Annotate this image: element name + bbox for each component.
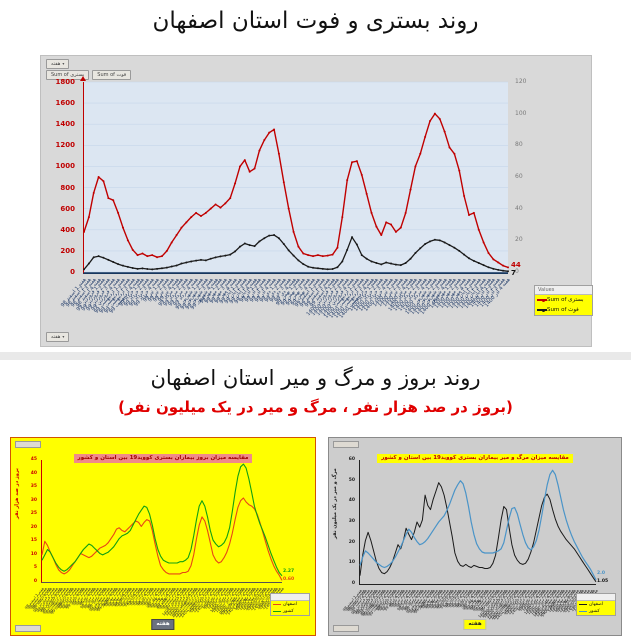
y-axis-title: مرگ و میر در یک میلیون نفر	[332, 468, 338, 539]
legend-header	[271, 594, 309, 601]
mortality-chart-card: مقایسه میزان مرگ و میر بیماران بستری کوو…	[328, 437, 622, 636]
country-end-value: 2.0	[597, 571, 605, 576]
x-axis-week-labels: هفته 1 اسفند 98 هفته 2 اسفند 98 هفته 3 اسف…	[23, 586, 285, 619]
value-field-button-hospitalized[interactable]: Sum of بستری	[46, 70, 90, 80]
x-axis-week-labels: هفته 1 اسفند 98 هفته 2 اسفند 98 هفته 3 اسف…	[341, 588, 598, 621]
hospitalization-death-chart-panel: هفته ▾ Sum of بستری Sum of فوت 1800 1600 14…	[40, 55, 593, 347]
legend-item-hospitalized: Sum of بستری	[535, 295, 592, 305]
dropdown-arrow-icon: ▾	[62, 334, 65, 339]
axis-arrow-icon	[80, 76, 86, 81]
legend-line-icon	[273, 603, 281, 606]
field-button[interactable]	[15, 441, 41, 448]
chart-title: مقایسه میزان مرگ و میر بیماران بستری کوو…	[329, 444, 621, 464]
x-axis-week-labels: هفته 1 اسفند 98 هفته 2 اسفند 98 هفته 3 اسف…	[59, 277, 512, 320]
value-field-button-death[interactable]: Sum of فوت	[92, 70, 132, 80]
legend-marker-icon	[542, 308, 545, 312]
legend-header	[577, 594, 615, 601]
legend-label: Sum of فوت	[547, 307, 579, 313]
week-axis-field-button[interactable]: هفته ▾	[46, 332, 70, 342]
province-end-value: 0.60	[283, 577, 295, 582]
legend-label: اصفهان	[283, 602, 298, 607]
legend-line-icon	[579, 603, 587, 606]
value-field-buttons: Sum of بستری Sum of فوت	[46, 70, 132, 80]
axis-field-label: هفته	[51, 61, 61, 67]
y-axis-title: بروز در صد هزار نفر	[14, 468, 20, 519]
legend-item-province: اصفهان	[577, 601, 615, 608]
week-field-button[interactable]: هفته	[463, 619, 487, 630]
legend-label: اصفهان	[589, 602, 604, 607]
chart-legend: اصفهان کشور	[576, 593, 616, 616]
legend-line-icon	[273, 610, 281, 613]
legend-item-death: Sum of فوت	[535, 305, 592, 315]
legend-item-province: اصفهان	[271, 601, 309, 608]
death-end-value: 7	[511, 269, 516, 277]
page-title: روند بستری و فوت استان اصفهان	[152, 8, 479, 34]
axis-field-button[interactable]: هفته ▾	[46, 59, 70, 69]
week-field-label: هفته	[51, 334, 61, 340]
y-axis-ticks: 60 50 40 30 20 10 0	[348, 457, 355, 586]
legend-line-icon	[579, 610, 587, 613]
y-axis-ticks-right: 120 100 80 60 40 20 0	[515, 78, 527, 275]
legend-header: Values	[535, 286, 592, 295]
plot-area-hospitalization	[83, 81, 509, 274]
province-end-value: 1.05	[597, 579, 609, 584]
hospitalized-end-value: 44	[511, 261, 521, 269]
y-axis-ticks-left: 1800 1600 1400 1200 1000 800 600 400 200 0	[55, 78, 75, 276]
week-field-button[interactable]: هفته	[151, 619, 175, 630]
legend-label: کشور	[283, 609, 294, 614]
legend-item-country: کشور	[271, 608, 309, 615]
section-subtitle: (بروز در صد هزار نفر ، مرگ و میر در یک م…	[118, 398, 513, 416]
section-divider	[0, 352, 631, 360]
legend-marker-icon	[542, 298, 545, 302]
field-button[interactable]	[15, 625, 41, 632]
chart-legend: Values Sum of بستری Sum of فوت	[534, 285, 593, 316]
plot-area-incidence	[41, 460, 283, 583]
country-end-value: 2.27	[283, 569, 295, 574]
plot-area-mortality	[359, 460, 597, 585]
legend-item-country: کشور	[577, 608, 615, 615]
section-title: روند بروز و مرگ و میر استان اصفهان	[150, 366, 481, 390]
legend-label: کشور	[589, 609, 600, 614]
chart-legend: اصفهان کشور	[270, 593, 310, 616]
field-button[interactable]	[333, 625, 359, 632]
legend-label: Sum of بستری	[547, 297, 584, 303]
dropdown-arrow-icon: ▾	[62, 61, 65, 66]
chart-title: مقایسه میزان بروز بیماران بستری کووید19 …	[11, 444, 315, 464]
incidence-chart-card: مقایسه میزان بروز بیماران بستری کووید19 …	[10, 437, 316, 636]
y-axis-ticks: 45 40 35 30 25 20 15 10 5 0	[30, 457, 37, 584]
field-button[interactable]	[333, 441, 359, 448]
